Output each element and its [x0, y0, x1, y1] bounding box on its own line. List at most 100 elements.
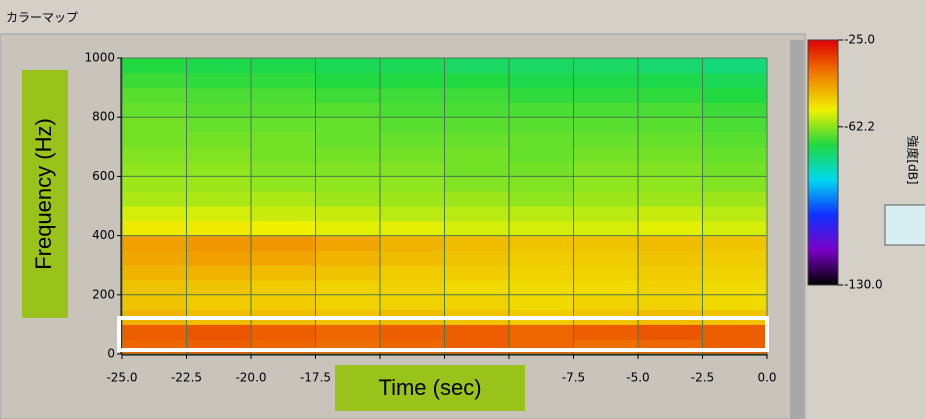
cell [702, 132, 768, 148]
cell [509, 206, 574, 222]
cell [315, 294, 381, 311]
cell [380, 324, 445, 340]
colorbar-tick-label: -25.0 [844, 33, 875, 47]
cell [251, 72, 316, 89]
cell [444, 339, 510, 355]
cell [315, 117, 381, 133]
y-tick-label: 400 [92, 228, 115, 242]
cell [122, 191, 187, 207]
cell [122, 250, 187, 266]
cell [122, 161, 187, 177]
cell [509, 220, 574, 237]
x-tick-label: -25.0 [106, 371, 137, 385]
window-title: カラーマップ [6, 11, 78, 25]
cell [186, 265, 252, 281]
cell [315, 206, 381, 222]
cell [638, 72, 703, 89]
cell [638, 176, 703, 192]
y-tick-label: 600 [92, 169, 115, 183]
cell [573, 324, 639, 340]
cell [702, 250, 768, 266]
cell [638, 220, 703, 237]
cell [638, 294, 703, 311]
cell [315, 161, 381, 177]
cell [444, 132, 510, 148]
cell [315, 324, 381, 340]
cell [186, 176, 252, 192]
x-tick-label: -17.5 [300, 371, 331, 385]
cell [315, 72, 381, 89]
cell [444, 206, 510, 222]
cell [186, 206, 252, 222]
colorbar: -25.0 -62.2 -130.0 [807, 33, 883, 292]
cell [122, 146, 187, 163]
cell [186, 87, 252, 103]
cell [573, 72, 639, 89]
cell [702, 72, 768, 89]
cell [573, 161, 639, 177]
cell [573, 235, 639, 251]
cell [186, 191, 252, 207]
cell [638, 250, 703, 266]
cell [251, 280, 316, 296]
cell [315, 58, 381, 74]
cell [573, 176, 639, 192]
cell [315, 265, 381, 281]
cell [380, 117, 445, 133]
cell [509, 339, 574, 355]
cell [573, 132, 639, 148]
cell [186, 324, 252, 340]
cell [186, 280, 252, 296]
cell [573, 87, 639, 103]
cell [444, 117, 510, 133]
cell [380, 146, 445, 163]
cell [122, 235, 187, 251]
cell [251, 324, 316, 340]
cell [251, 235, 316, 251]
cell [573, 294, 639, 311]
cell [509, 280, 574, 296]
cell [380, 132, 445, 148]
x-tick-label: -7.5 [562, 371, 585, 385]
cell [702, 176, 768, 192]
y-tick-label: 200 [92, 287, 115, 301]
cell [251, 339, 316, 355]
cell [122, 87, 187, 103]
cell [638, 235, 703, 251]
cell [444, 87, 510, 103]
cell [509, 102, 574, 118]
cell [315, 220, 381, 237]
cell [509, 161, 574, 177]
cell [444, 250, 510, 266]
cell [380, 220, 445, 237]
cell [380, 72, 445, 89]
cell [573, 117, 639, 133]
cell [638, 265, 703, 281]
cell [573, 250, 639, 266]
cell [122, 324, 187, 340]
cell [444, 294, 510, 311]
cell [251, 265, 316, 281]
cell [380, 176, 445, 192]
x-tick-label: 0.0 [757, 371, 776, 385]
cell [444, 161, 510, 177]
cell [315, 87, 381, 103]
cell [251, 87, 316, 103]
cell [702, 220, 768, 237]
cell [573, 220, 639, 237]
cell [509, 265, 574, 281]
cell [251, 220, 316, 237]
cell [186, 117, 252, 133]
cell [509, 235, 574, 251]
cell [186, 102, 252, 118]
cell [509, 176, 574, 192]
cell [380, 102, 445, 118]
control-box [884, 204, 925, 246]
cell [509, 132, 574, 148]
cell [380, 339, 445, 355]
cell [251, 146, 316, 163]
colorbar-label: 強度[dB] [906, 135, 921, 184]
cell [251, 58, 316, 74]
